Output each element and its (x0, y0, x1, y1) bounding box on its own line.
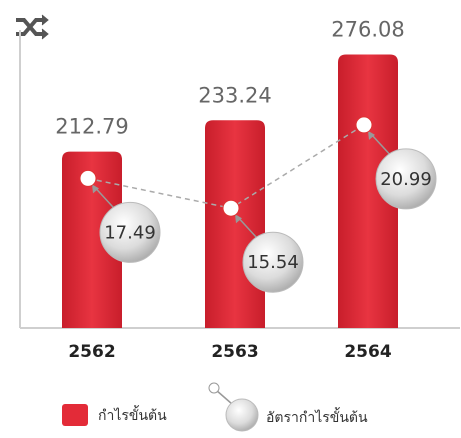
bar-value-label: 233.24 (198, 83, 271, 107)
point-marker (222, 199, 240, 217)
callout-arrow (369, 132, 393, 158)
line-value-label: 15.54 (247, 252, 299, 273)
callout-arrow (236, 215, 260, 241)
bar (205, 120, 265, 328)
bar (62, 151, 122, 328)
value-bubble (375, 148, 437, 210)
legend-swatch-bubble (225, 398, 259, 432)
legend-arrow (215, 389, 233, 405)
bar (338, 54, 398, 328)
callout-arrow (93, 185, 117, 211)
value-bubble (242, 231, 304, 293)
line-value-label: 17.49 (104, 222, 156, 243)
x-tick-label: 2563 (211, 342, 258, 362)
point-marker (79, 169, 97, 187)
arrow-head (235, 214, 242, 224)
legend-point (208, 382, 220, 394)
value-bubble (99, 201, 161, 263)
x-tick-label: 2562 (68, 342, 115, 362)
legend-label: กำไรขั้นต้น (98, 405, 167, 424)
arrow-head (92, 184, 99, 194)
point-marker (355, 116, 373, 134)
arrow-head (368, 130, 375, 140)
legend-label: อัตรากำไรขั้นต้น (266, 407, 368, 426)
x-tick-label: 2564 (344, 342, 391, 362)
line-value-label: 20.99 (380, 169, 432, 190)
bar-value-label: 212.79 (55, 115, 128, 139)
bar-value-label: 276.08 (331, 17, 404, 41)
legend-swatch-bar (62, 404, 88, 426)
